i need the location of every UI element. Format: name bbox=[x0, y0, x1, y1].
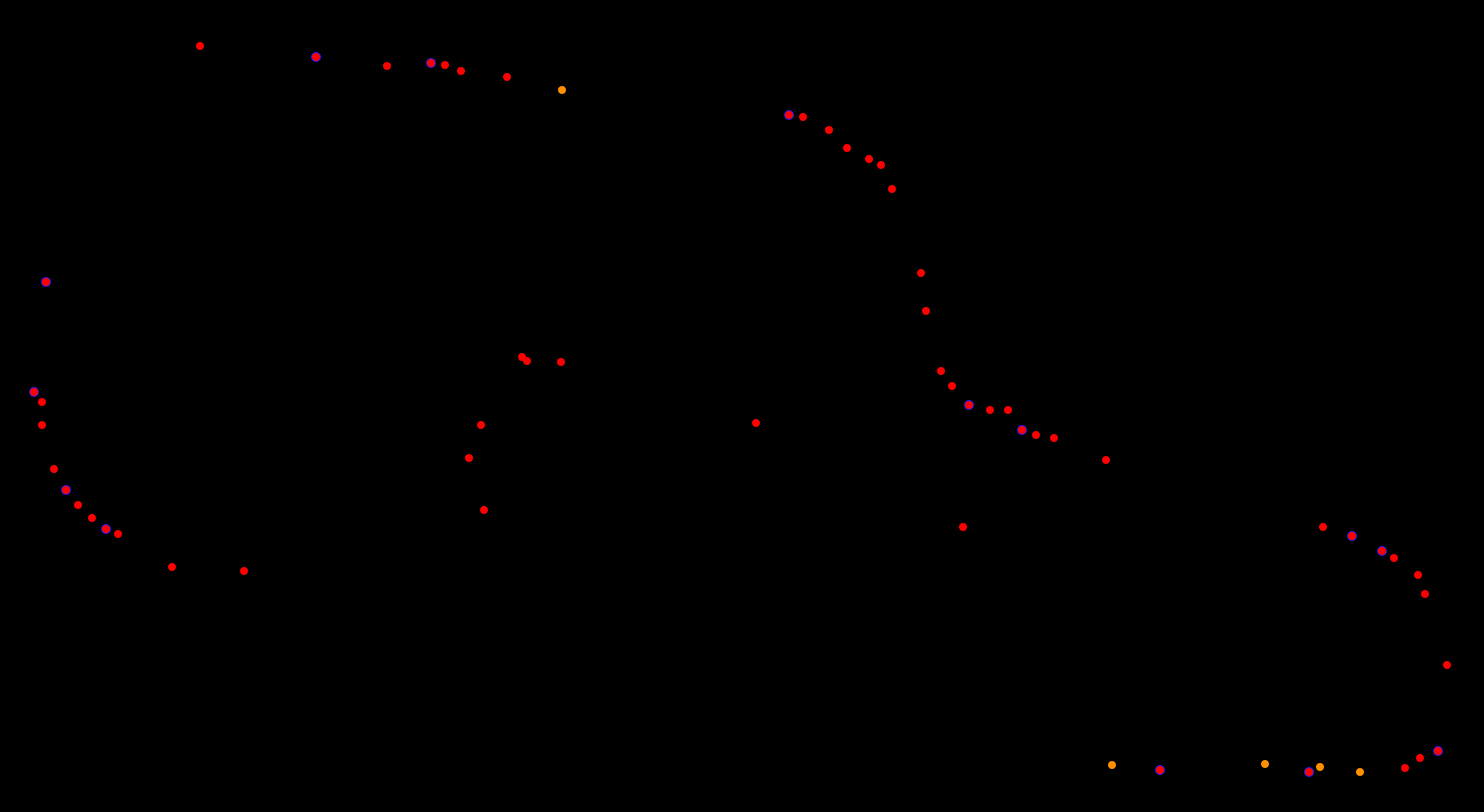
scatter-point bbox=[1378, 547, 1386, 555]
scatter-point bbox=[965, 401, 973, 409]
scatter-point bbox=[922, 307, 930, 315]
scatter-point bbox=[503, 73, 511, 81]
scatter-point bbox=[825, 126, 833, 134]
scatter-point bbox=[312, 53, 320, 61]
scatter-point bbox=[1018, 426, 1026, 434]
scatter-point bbox=[1390, 554, 1398, 562]
scatter-point bbox=[457, 67, 465, 75]
scatter-point bbox=[477, 421, 485, 429]
scatter-point bbox=[1319, 523, 1327, 531]
scatter-point bbox=[168, 563, 176, 571]
scatter-point bbox=[102, 525, 110, 533]
scatter-point bbox=[1102, 456, 1110, 464]
scatter-point bbox=[88, 514, 96, 522]
scatter-point bbox=[877, 161, 885, 169]
scatter-point bbox=[1032, 431, 1040, 439]
scatter-point bbox=[480, 506, 488, 514]
scatter-point bbox=[843, 144, 851, 152]
scatter-point bbox=[465, 454, 473, 462]
scatter-point bbox=[30, 388, 38, 396]
scatter-point bbox=[986, 406, 994, 414]
scatter-point bbox=[1261, 760, 1269, 768]
scatter-point bbox=[1421, 590, 1429, 598]
scatter-point bbox=[1356, 768, 1364, 776]
scatter-point bbox=[441, 61, 449, 69]
scatter-point bbox=[196, 42, 204, 50]
scatter-point bbox=[1316, 763, 1324, 771]
scatter-point bbox=[937, 367, 945, 375]
scatter-point bbox=[785, 111, 793, 119]
scatter-point bbox=[38, 398, 46, 406]
scatter-point bbox=[1004, 406, 1012, 414]
scatter-point bbox=[74, 501, 82, 509]
scatter-point bbox=[1443, 661, 1451, 669]
scatter-point bbox=[1108, 761, 1116, 769]
scatter-point bbox=[1050, 434, 1058, 442]
scatter-point bbox=[240, 567, 248, 575]
scatter-point bbox=[383, 62, 391, 70]
scatter-point bbox=[1348, 532, 1356, 540]
scatter-point bbox=[38, 421, 46, 429]
scatter-point bbox=[1414, 571, 1422, 579]
scatter-point bbox=[1156, 766, 1164, 774]
scatter-point bbox=[752, 419, 760, 427]
scatter-point bbox=[917, 269, 925, 277]
scatter-plot bbox=[0, 0, 1484, 812]
scatter-point bbox=[114, 530, 122, 538]
scatter-point bbox=[523, 357, 531, 365]
scatter-point bbox=[50, 465, 58, 473]
scatter-point bbox=[557, 358, 565, 366]
scatter-point bbox=[888, 185, 896, 193]
scatter-point bbox=[1416, 754, 1424, 762]
scatter-point bbox=[865, 155, 873, 163]
scatter-point bbox=[1401, 764, 1409, 772]
scatter-point bbox=[427, 59, 435, 67]
scatter-point bbox=[558, 86, 566, 94]
scatter-point bbox=[948, 382, 956, 390]
scatter-point bbox=[62, 486, 70, 494]
scatter-point bbox=[799, 113, 807, 121]
scatter-point bbox=[1305, 768, 1313, 776]
scatter-point bbox=[1434, 747, 1442, 755]
scatter-point bbox=[959, 523, 967, 531]
scatter-point bbox=[42, 278, 50, 286]
